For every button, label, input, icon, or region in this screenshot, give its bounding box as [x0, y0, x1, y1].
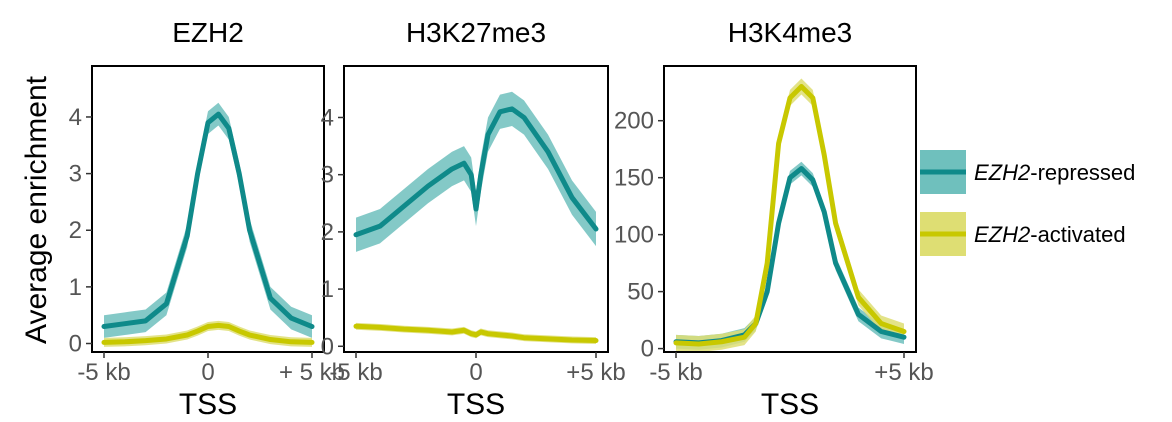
legend-item-activated: EZH2-activated: [920, 212, 1126, 256]
x-tick-label: -5 kb: [77, 359, 130, 386]
x-tick-label: 0: [469, 359, 482, 386]
legend-label-repressed: EZH2-repressed: [974, 160, 1135, 185]
x-axis-label: TSS: [447, 388, 505, 421]
x-tick-label: -5 kb: [329, 359, 382, 386]
legend: EZH2-repressed EZH2-activated: [920, 150, 1135, 256]
y-tick-label: 0: [641, 336, 654, 363]
panel-h3k4me3: H3K4me3 0 50 100 150 200 -5 kb +5 kb TSS: [614, 17, 934, 421]
y-tick-label: 3: [69, 161, 82, 188]
y-tick-label: 2: [321, 219, 334, 246]
legend-label-activated: EZH2-activated: [974, 222, 1126, 247]
series-line-ezh2-activated: [353, 323, 599, 344]
y-tick-label: 50: [627, 279, 654, 306]
x-tick-label: + 5 kb: [279, 359, 345, 386]
y-tick-label: 150: [614, 165, 654, 192]
x-tick-label: +5 kb: [874, 359, 933, 386]
y-tick-label: 100: [614, 222, 654, 249]
x-tick-label: -5 kb: [649, 359, 702, 386]
y-tick-label: 4: [69, 104, 82, 131]
y-tick-label: 200: [614, 108, 654, 135]
x-axis-label: TSS: [179, 388, 237, 421]
legend-item-repressed: EZH2-repressed: [920, 150, 1135, 194]
series-line-ezh2-repressed: [101, 111, 315, 330]
y-tick-label: 0: [321, 333, 334, 360]
y-tick-label: 4: [321, 104, 334, 131]
series-line-ezh2-activated: [673, 84, 907, 347]
y-tick-label: 1: [69, 274, 82, 301]
panel-title: H3K4me3: [728, 17, 853, 48]
series-line-ezh2-repressed: [353, 106, 599, 238]
x-tick-label: 0: [201, 359, 214, 386]
y-tick-label: 1: [321, 276, 334, 303]
panel-frame: [663, 65, 917, 353]
band-ezh2-repressed: [104, 102, 312, 338]
x-axis-label: TSS: [761, 388, 819, 421]
x-tick-label: +5 kb: [566, 359, 625, 386]
panel-title: H3K27me3: [406, 17, 546, 48]
panel-title: EZH2: [172, 17, 244, 48]
y-tick-label: 2: [69, 217, 82, 244]
y-tick-label: 3: [321, 162, 334, 189]
y-axis-label: Average enrichment: [20, 75, 53, 344]
series-line-ezh2-activated: [101, 322, 315, 345]
y-tick-label: 0: [69, 331, 82, 358]
